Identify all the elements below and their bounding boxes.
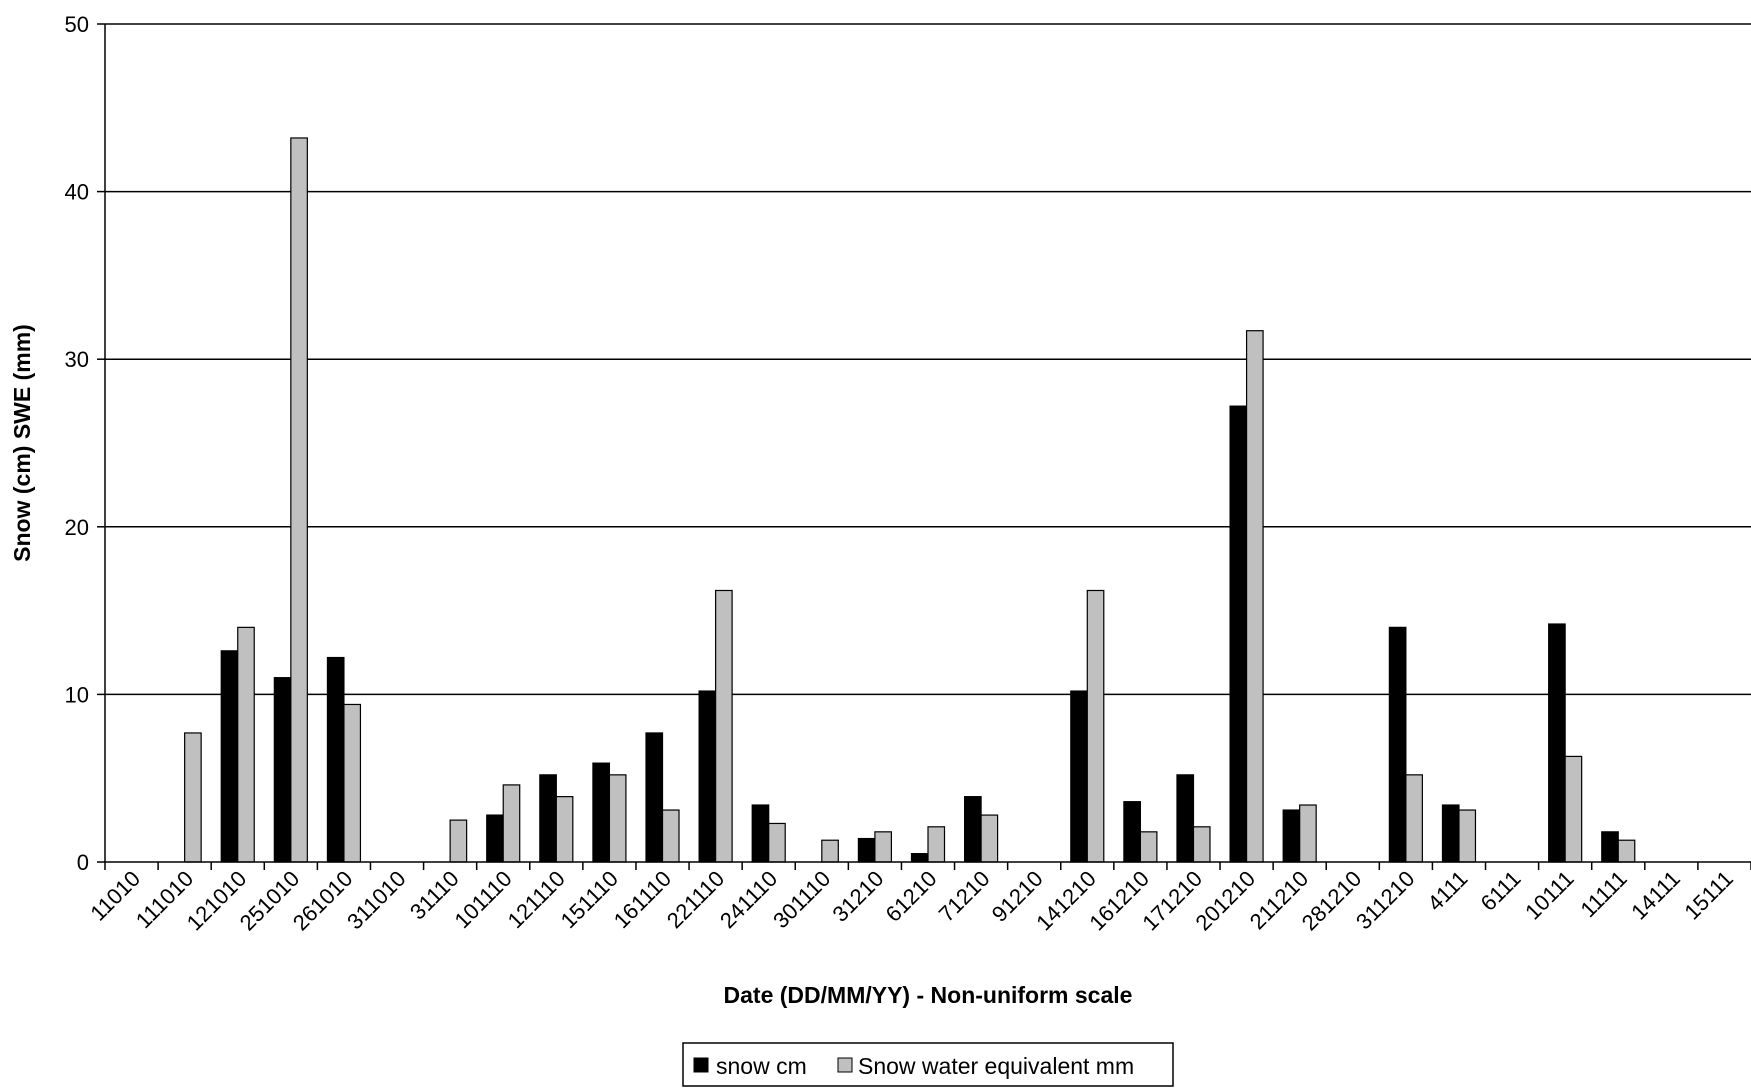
bar bbox=[1458, 809, 1477, 863]
bar bbox=[698, 690, 717, 863]
x-tick-label: 14111 bbox=[1626, 866, 1685, 925]
bar bbox=[1070, 690, 1088, 863]
bars bbox=[184, 137, 1636, 863]
x-tick-label: 15111 bbox=[1679, 866, 1738, 925]
bar bbox=[555, 796, 574, 863]
bar bbox=[1086, 589, 1105, 863]
bar bbox=[768, 822, 786, 863]
x-tick-label: 10111 bbox=[1520, 866, 1579, 925]
bar bbox=[910, 853, 929, 863]
legend-swatch-swe-mm bbox=[837, 1057, 853, 1073]
bar bbox=[220, 650, 239, 863]
bar bbox=[343, 703, 362, 863]
bar bbox=[290, 137, 308, 863]
bar bbox=[486, 814, 504, 863]
x-tick-label: 201210 bbox=[1191, 866, 1261, 936]
bar bbox=[1139, 831, 1158, 863]
bar bbox=[1405, 774, 1423, 863]
bar bbox=[326, 656, 345, 863]
bar bbox=[821, 839, 839, 863]
bar bbox=[715, 589, 733, 863]
y-tick-label: 20 bbox=[65, 515, 89, 540]
x-tick-label: 11111 bbox=[1575, 866, 1631, 922]
bar bbox=[1192, 826, 1211, 863]
gridlines bbox=[97, 23, 1751, 863]
x-tick-label: 311210 bbox=[1351, 866, 1419, 934]
bar bbox=[184, 732, 202, 863]
x-tick-label: 301110 bbox=[768, 866, 835, 933]
x-tick-label: 101110 bbox=[449, 866, 516, 933]
bar bbox=[857, 837, 876, 863]
y-tick-labels: 0 10 20 30 40 50 bbox=[65, 12, 89, 875]
x-tick-label: 31210 bbox=[827, 866, 888, 927]
x-tick-label: 241110 bbox=[715, 866, 782, 933]
x-tick-label: 281210 bbox=[1297, 866, 1367, 936]
y-tick-label: 50 bbox=[65, 12, 89, 37]
bar bbox=[1123, 801, 1141, 863]
bar bbox=[1617, 839, 1636, 863]
x-tick-label: 121110 bbox=[503, 866, 570, 933]
x-tick-label: 151110 bbox=[556, 866, 623, 933]
x-tick-label: 6111 bbox=[1476, 866, 1526, 916]
x-tick-label: 221110 bbox=[662, 866, 729, 933]
legend: snow cm Snow water equivalent mm bbox=[682, 1042, 1174, 1087]
legend-box bbox=[682, 1042, 1174, 1087]
x-tick-label: 261010 bbox=[288, 866, 358, 936]
bar bbox=[1548, 623, 1566, 863]
y-tick-label: 40 bbox=[65, 180, 89, 205]
bar bbox=[927, 826, 946, 863]
legend-swatch-snow-cm bbox=[693, 1057, 709, 1073]
bar bbox=[1229, 405, 1248, 863]
x-tick-label: 161110 bbox=[609, 866, 676, 933]
bar bbox=[963, 796, 982, 863]
bar bbox=[1282, 809, 1301, 863]
legend-label-swe-mm: Snow water equivalent mm bbox=[858, 1053, 1134, 1079]
bar bbox=[1245, 330, 1264, 863]
bar bbox=[608, 774, 627, 863]
x-tick-label: 61210 bbox=[881, 866, 942, 927]
x-tick-label: 311010 bbox=[342, 866, 410, 934]
bar bbox=[1176, 774, 1195, 863]
legend-label-snow-cm: snow cm bbox=[716, 1053, 807, 1079]
bar bbox=[1441, 804, 1460, 863]
bar bbox=[539, 774, 557, 863]
y-tick-label: 30 bbox=[65, 347, 89, 372]
x-tick-label: 71210 bbox=[934, 866, 995, 927]
bar bbox=[237, 626, 255, 863]
x-tick-labels: 1101011101012101025101026101031101031110… bbox=[85, 866, 1738, 936]
x-axis-title: Date (DD/MM/YY) - Non-uniform scale bbox=[724, 982, 1133, 1008]
bar bbox=[449, 819, 468, 863]
bar bbox=[980, 814, 999, 863]
bar bbox=[1388, 626, 1407, 863]
y-tick-label: 10 bbox=[65, 682, 89, 707]
bar bbox=[874, 831, 893, 863]
bar bbox=[661, 809, 680, 863]
x-tick-label: 4111 bbox=[1423, 866, 1473, 916]
axes bbox=[104, 24, 1751, 870]
y-tick-label: 0 bbox=[77, 850, 89, 875]
bar bbox=[1601, 831, 1619, 863]
bar bbox=[502, 784, 521, 863]
bar bbox=[751, 804, 770, 863]
bar bbox=[645, 732, 664, 863]
bar bbox=[592, 762, 611, 863]
bar bbox=[1299, 804, 1317, 863]
bar bbox=[1564, 755, 1583, 863]
y-axis-title: Snow (cm) SWE (mm) bbox=[9, 324, 35, 562]
bar bbox=[273, 677, 292, 863]
